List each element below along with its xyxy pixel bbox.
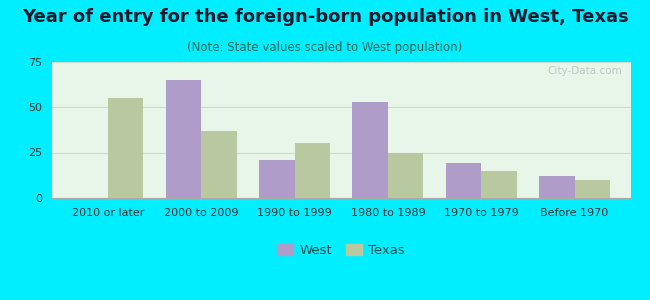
Bar (294, 143, 330, 198)
Bar (166, 80, 202, 198)
Bar (575, 180, 610, 198)
Bar (108, 98, 144, 198)
Text: City-Data.com: City-Data.com (547, 66, 622, 76)
Bar (259, 160, 294, 198)
Text: (Note: State values scaled to West population): (Note: State values scaled to West popul… (187, 40, 463, 53)
Bar (202, 131, 237, 198)
Bar (539, 176, 575, 198)
Bar (352, 101, 388, 198)
Bar (388, 152, 423, 198)
Bar (481, 171, 517, 198)
Bar (446, 164, 481, 198)
Text: Year of entry for the foreign-born population in West, Texas: Year of entry for the foreign-born popul… (21, 8, 629, 26)
Legend: West, Texas: West, Texas (272, 238, 410, 262)
